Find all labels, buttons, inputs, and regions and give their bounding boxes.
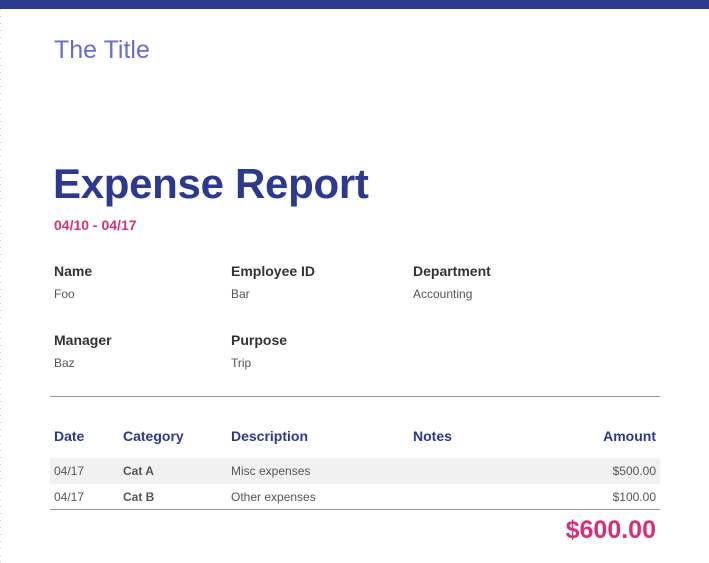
- field-name-label: Name: [54, 263, 93, 279]
- left-margin-ruler: [0, 9, 1, 563]
- field-manager-value[interactable]: Baz: [54, 356, 75, 370]
- row-category[interactable]: Cat A: [123, 464, 154, 478]
- header-amount: Amount: [603, 428, 656, 444]
- row-description[interactable]: Other expenses: [231, 490, 316, 504]
- row-amount[interactable]: $500.00: [612, 464, 656, 478]
- row-category[interactable]: Cat B: [123, 490, 155, 504]
- table-body: 04/17 Cat A Misc expenses $500.00 04/17 …: [50, 458, 660, 510]
- field-name-value[interactable]: Foo: [54, 287, 75, 301]
- header-notes: Notes: [413, 428, 452, 444]
- field-manager: Manager Baz: [54, 332, 112, 370]
- report-heading[interactable]: Expense Report: [53, 160, 369, 207]
- table-row: 04/17 Cat B Other expenses $100.00: [50, 484, 660, 510]
- date-range[interactable]: 04/10 - 04/17: [54, 217, 137, 233]
- field-employee-id-value[interactable]: Bar: [231, 287, 250, 301]
- expense-table: Date Category Description Notes Amount 0…: [50, 428, 660, 510]
- document-title[interactable]: The Title: [54, 36, 150, 64]
- table-header: Date Category Description Notes Amount: [50, 428, 660, 448]
- row-amount[interactable]: $100.00: [612, 490, 656, 504]
- field-department-label: Department: [413, 263, 491, 279]
- field-department-value[interactable]: Accounting: [413, 287, 473, 301]
- section-divider: [50, 396, 660, 397]
- field-manager-label: Manager: [54, 332, 112, 348]
- header-description: Description: [231, 428, 309, 444]
- field-employee-id-label: Employee ID: [231, 263, 316, 279]
- field-name: Name Foo: [54, 263, 92, 301]
- field-department: Department Accounting: [413, 263, 491, 301]
- table-row: 04/17 Cat A Misc expenses $500.00: [50, 458, 660, 484]
- row-date[interactable]: 04/17: [54, 490, 85, 504]
- header-date: Date: [54, 428, 85, 444]
- top-accent-bar: [0, 0, 709, 9]
- total-amount[interactable]: $600.00: [565, 516, 656, 544]
- field-purpose: Purpose Trip: [231, 332, 287, 370]
- header-category: Category: [123, 428, 184, 444]
- field-purpose-label: Purpose: [231, 332, 288, 348]
- field-employee-id: Employee ID Bar: [231, 263, 315, 301]
- field-purpose-value[interactable]: Trip: [231, 356, 252, 370]
- row-date[interactable]: 04/17: [54, 464, 85, 478]
- row-description[interactable]: Misc expenses: [231, 464, 311, 478]
